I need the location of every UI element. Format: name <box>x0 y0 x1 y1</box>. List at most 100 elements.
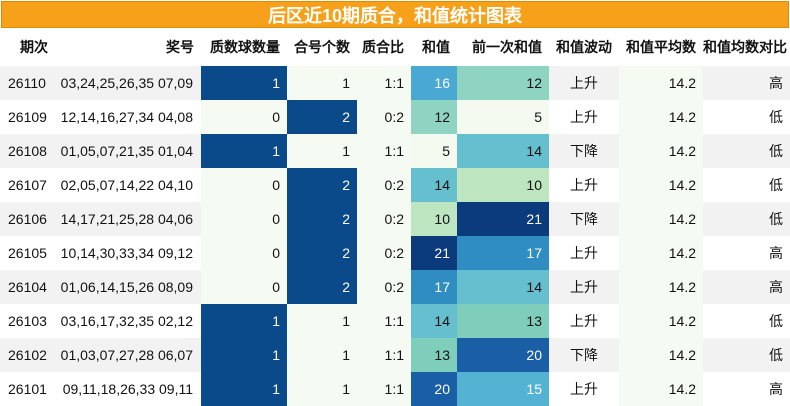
cell-wave: 上升 <box>549 100 619 134</box>
cell-compare: 高 <box>703 270 790 304</box>
cell-composite-count: 2 <box>287 236 357 270</box>
header-period: 期次 <box>0 28 55 66</box>
header-prime-count: 质数球数量 <box>201 28 287 66</box>
header-row: 期次 奖号 质数球数量 合号个数 质合比 和值 前一次和值 和值波动 和值平均数… <box>0 28 790 66</box>
cell-numbers: 01,05,07,21,35 01,04 <box>55 134 201 168</box>
cell-prime-count: 0 <box>201 236 287 270</box>
cell-prime-count: 1 <box>201 372 287 406</box>
cell-numbers: 03,24,25,26,35 07,09 <box>55 66 201 100</box>
table-row: 26106 14,17,21,25,28 04,06 0 2 0:2 10 21 下降 14.2… <box>0 202 790 236</box>
cell-ratio: 0:2 <box>357 100 411 134</box>
table-row: 26103 03,16,17,32,35 02,12 1 1 1:1 14 13 上升 14.2… <box>0 304 790 338</box>
cell-ratio: 1:1 <box>357 66 411 100</box>
cell-wave: 上升 <box>549 270 619 304</box>
header-numbers: 奖号 <box>55 28 201 66</box>
cell-wave: 上升 <box>549 66 619 100</box>
cell-compare: 低 <box>703 338 790 372</box>
cell-sum: 21 <box>411 236 457 270</box>
cell-ratio: 0:2 <box>357 270 411 304</box>
cell-ratio: 0:2 <box>357 236 411 270</box>
cell-prime-count: 1 <box>201 134 287 168</box>
cell-wave: 上升 <box>549 372 619 406</box>
cell-period: 26106 <box>0 202 55 236</box>
cell-period: 26101 <box>0 372 55 406</box>
cell-ratio: 1:1 <box>357 338 411 372</box>
cell-average: 14.2 <box>619 304 703 338</box>
cell-prev-sum: 10 <box>457 168 549 202</box>
header-composite-count: 合号个数 <box>287 28 357 66</box>
cell-ratio: 1:1 <box>357 372 411 406</box>
table-row: 26108 01,05,07,21,35 01,04 1 1 1:1 5 14 下降 14.2 低 <box>0 134 790 168</box>
cell-compare: 低 <box>703 134 790 168</box>
cell-prev-sum: 13 <box>457 304 549 338</box>
cell-composite-count: 2 <box>287 168 357 202</box>
cell-ratio: 0:2 <box>357 168 411 202</box>
cell-prev-sum: 21 <box>457 202 549 236</box>
cell-prev-sum: 14 <box>457 134 549 168</box>
header-prev-sum: 前一次和值 <box>457 28 549 66</box>
cell-sum: 14 <box>411 304 457 338</box>
cell-sum: 13 <box>411 338 457 372</box>
cell-sum: 20 <box>411 372 457 406</box>
cell-prime-count: 0 <box>201 202 287 236</box>
cell-period: 26110 <box>0 66 55 100</box>
cell-ratio: 0:2 <box>357 202 411 236</box>
cell-average: 14.2 <box>619 372 703 406</box>
cell-composite-count: 2 <box>287 100 357 134</box>
cell-average: 14.2 <box>619 100 703 134</box>
header-wave: 和值波动 <box>549 28 619 66</box>
cell-compare: 低 <box>703 304 790 338</box>
cell-average: 14.2 <box>619 236 703 270</box>
cell-prev-sum: 15 <box>457 372 549 406</box>
cell-period: 26107 <box>0 168 55 202</box>
cell-prev-sum: 14 <box>457 270 549 304</box>
header-average: 和值平均数 <box>619 28 703 66</box>
cell-average: 14.2 <box>619 168 703 202</box>
cell-composite-count: 2 <box>287 270 357 304</box>
cell-numbers: 01,06,14,15,26 08,09 <box>55 270 201 304</box>
cell-numbers: 12,14,16,27,34 04,08 <box>55 100 201 134</box>
table-row: 26104 01,06,14,15,26 08,09 0 2 0:2 17 14 上升 14.2… <box>0 270 790 304</box>
table-body: 26110 03,24,25,26,35 07,09 1 1 1:1 16 12 上升 14.2… <box>0 66 790 406</box>
cell-compare: 高 <box>703 66 790 100</box>
table-title: 后区近10期质合，和值统计图表 <box>1 1 789 28</box>
cell-ratio: 1:1 <box>357 304 411 338</box>
cell-ratio: 1:1 <box>357 134 411 168</box>
cell-sum: 17 <box>411 270 457 304</box>
cell-composite-count: 1 <box>287 134 357 168</box>
cell-composite-count: 1 <box>287 66 357 100</box>
table-row: 26110 03,24,25,26,35 07,09 1 1 1:1 16 12 上升 14.2… <box>0 66 790 100</box>
table-row: 26102 01,03,07,27,28 06,07 1 1 1:1 13 20 下降 14.2… <box>0 338 790 372</box>
cell-prev-sum: 12 <box>457 66 549 100</box>
cell-average: 14.2 <box>619 270 703 304</box>
cell-average: 14.2 <box>619 66 703 100</box>
cell-wave: 下降 <box>549 202 619 236</box>
cell-prime-count: 0 <box>201 100 287 134</box>
cell-prime-count: 0 <box>201 168 287 202</box>
cell-period: 26108 <box>0 134 55 168</box>
cell-period: 26105 <box>0 236 55 270</box>
cell-average: 14.2 <box>619 134 703 168</box>
table-row: 26105 10,14,30,33,34 09,12 0 2 0:2 21 17 上升 14.2… <box>0 236 790 270</box>
cell-composite-count: 1 <box>287 304 357 338</box>
cell-numbers: 03,16,17,32,35 02,12 <box>55 304 201 338</box>
header-sum: 和值 <box>411 28 457 66</box>
cell-prev-sum: 17 <box>457 236 549 270</box>
cell-composite-count: 1 <box>287 338 357 372</box>
cell-wave: 上升 <box>549 168 619 202</box>
cell-numbers: 01,03,07,27,28 06,07 <box>55 338 201 372</box>
cell-wave: 下降 <box>549 134 619 168</box>
cell-prev-sum: 5 <box>457 100 549 134</box>
table-row: 26109 12,14,16,27,34 04,08 0 2 0:2 12 5 上升 14.2 低 <box>0 100 790 134</box>
cell-numbers: 02,05,07,14,22 04,10 <box>55 168 201 202</box>
cell-period: 26104 <box>0 270 55 304</box>
cell-compare: 高 <box>703 236 790 270</box>
cell-numbers: 10,14,30,33,34 09,12 <box>55 236 201 270</box>
cell-period: 26103 <box>0 304 55 338</box>
cell-average: 14.2 <box>619 338 703 372</box>
stats-table: 期次 奖号 质数球数量 合号个数 质合比 和值 前一次和值 和值波动 和值平均数… <box>0 28 790 406</box>
table-row: 26107 02,05,07,14,22 04,10 0 2 0:2 14 10 上升 14.2… <box>0 168 790 202</box>
cell-prev-sum: 20 <box>457 338 549 372</box>
cell-compare: 低 <box>703 168 790 202</box>
cell-compare: 高 <box>703 372 790 406</box>
